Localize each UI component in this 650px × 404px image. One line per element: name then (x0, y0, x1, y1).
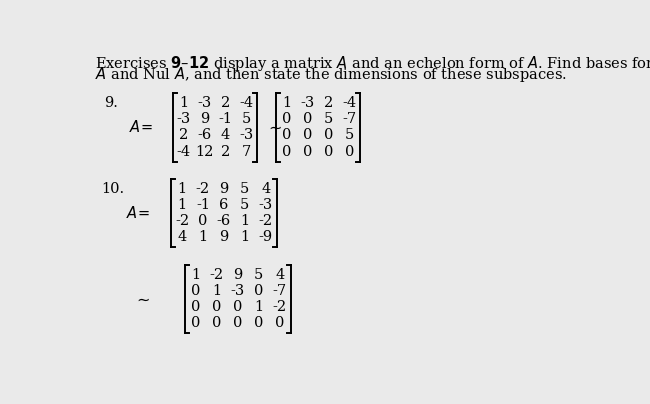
Text: 10.: 10. (101, 182, 125, 196)
Text: 1: 1 (177, 198, 187, 212)
Text: 9: 9 (219, 230, 229, 244)
Text: 0: 0 (303, 112, 312, 126)
Text: 0: 0 (303, 145, 312, 159)
Text: $\sim$: $\sim$ (133, 290, 150, 307)
Text: 9.: 9. (105, 96, 118, 110)
Text: 4: 4 (221, 128, 230, 143)
Text: 7: 7 (242, 145, 251, 159)
Text: 0: 0 (198, 214, 207, 228)
Text: -3: -3 (300, 96, 315, 110)
Text: $A\!=\!$: $A\!=\!$ (126, 205, 150, 221)
Text: 5: 5 (254, 268, 263, 282)
Text: -4: -4 (177, 145, 190, 159)
Text: 4: 4 (261, 182, 270, 196)
Text: -2: -2 (272, 300, 287, 314)
Text: 9: 9 (200, 112, 209, 126)
Text: 1: 1 (213, 284, 222, 298)
Text: -2: -2 (175, 214, 189, 228)
Text: 2: 2 (324, 96, 333, 110)
Text: 0: 0 (324, 128, 333, 143)
Text: 0: 0 (254, 284, 263, 298)
Text: 0: 0 (254, 316, 263, 330)
Text: 1: 1 (282, 96, 291, 110)
Text: -2: -2 (259, 214, 273, 228)
Text: 0: 0 (212, 316, 222, 330)
Text: 1: 1 (179, 96, 188, 110)
Text: 0: 0 (191, 284, 201, 298)
Text: 0: 0 (275, 316, 284, 330)
Text: Exercises $\mathbf{9}$–$\mathbf{12}$ display a matrix $A$ and an echelon form of: Exercises $\mathbf{9}$–$\mathbf{12}$ dis… (95, 54, 650, 73)
Text: 1: 1 (191, 268, 200, 282)
Text: 2: 2 (179, 128, 188, 143)
Text: 0: 0 (303, 128, 312, 143)
Text: 0: 0 (282, 128, 291, 143)
Text: 0: 0 (212, 300, 222, 314)
Text: 12: 12 (195, 145, 214, 159)
Text: 1: 1 (254, 300, 263, 314)
Text: 0: 0 (282, 145, 291, 159)
Text: -3: -3 (198, 96, 212, 110)
Text: 0: 0 (191, 316, 201, 330)
Text: -3: -3 (176, 112, 190, 126)
Text: 1: 1 (177, 182, 187, 196)
Text: 0: 0 (282, 112, 291, 126)
Text: 1: 1 (198, 230, 207, 244)
Text: $\sim$: $\sim$ (265, 119, 282, 136)
Text: -4: -4 (239, 96, 254, 110)
Text: $A$ and Nul $A$, and then state the dimensions of these subspaces.: $A$ and Nul $A$, and then state the dime… (95, 65, 567, 84)
Text: 5: 5 (344, 128, 354, 143)
Text: -2: -2 (210, 268, 224, 282)
Text: -6: -6 (216, 214, 231, 228)
Text: 4: 4 (275, 268, 284, 282)
Text: 5: 5 (324, 112, 333, 126)
Text: -1: -1 (218, 112, 233, 126)
Text: 0: 0 (233, 300, 242, 314)
Text: -6: -6 (198, 128, 212, 143)
Text: -1: -1 (196, 198, 210, 212)
Text: 6: 6 (219, 198, 229, 212)
Text: 0: 0 (191, 300, 201, 314)
Text: 5: 5 (240, 198, 250, 212)
Text: -7: -7 (343, 112, 356, 126)
Text: 2: 2 (221, 96, 230, 110)
Text: -3: -3 (239, 128, 254, 143)
Text: 9: 9 (219, 182, 229, 196)
Text: 4: 4 (177, 230, 187, 244)
Text: -2: -2 (196, 182, 210, 196)
Text: 1: 1 (240, 214, 250, 228)
Text: 1: 1 (240, 230, 250, 244)
Text: 0: 0 (324, 145, 333, 159)
Text: -3: -3 (259, 198, 273, 212)
Text: -9: -9 (259, 230, 273, 244)
Text: 9: 9 (233, 268, 242, 282)
Text: 0: 0 (344, 145, 354, 159)
Text: 5: 5 (242, 112, 251, 126)
Text: -7: -7 (272, 284, 287, 298)
Text: -3: -3 (231, 284, 245, 298)
Text: $A\!=\!$: $A\!=\!$ (129, 120, 153, 135)
Text: 0: 0 (233, 316, 242, 330)
Text: -4: -4 (343, 96, 356, 110)
Text: 2: 2 (221, 145, 230, 159)
Text: 5: 5 (240, 182, 250, 196)
